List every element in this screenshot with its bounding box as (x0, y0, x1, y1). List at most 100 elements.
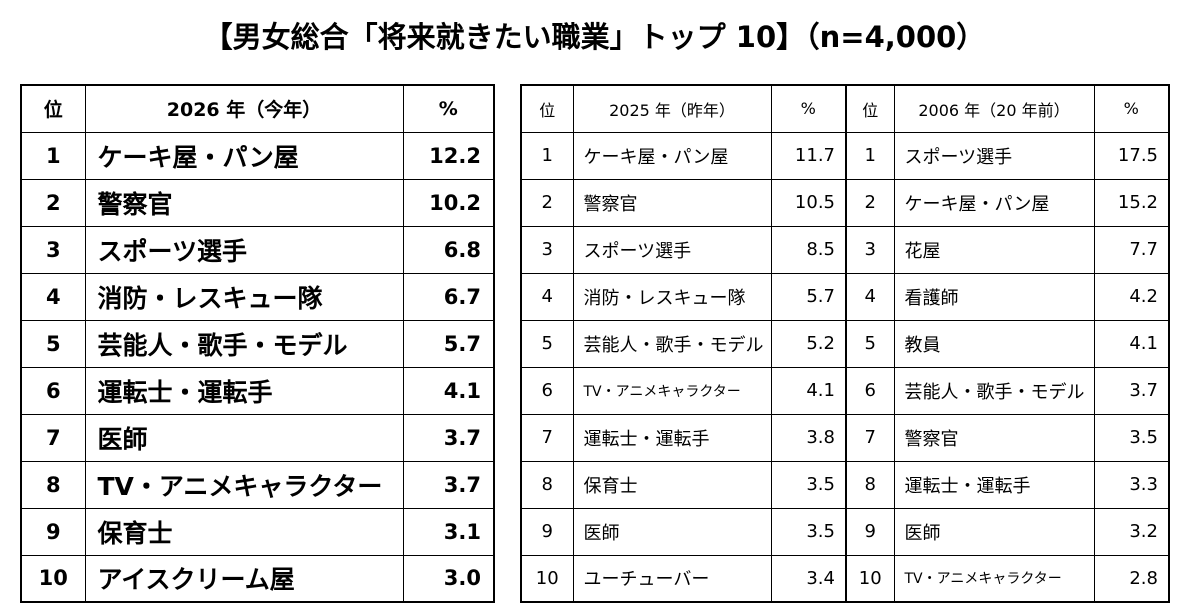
ranking-table-2026: 位 2026 年（今年） % 1 ケーキ屋・パン屋 12.2 2 警察官 10.2 3 スポー… (20, 84, 495, 603)
percent-cell-2006: 17.5 (1093, 131, 1170, 180)
table-row: 4 消防・レスキュー隊 6.7 (20, 272, 495, 321)
rank-cell-2025: 10 (520, 554, 574, 603)
rank-cell-2025: 4 (520, 272, 574, 321)
rank-cell: 6 (20, 366, 86, 415)
job-cell-2025: ユーチューバー (572, 554, 772, 603)
rank-cell-2006: 4 (845, 272, 895, 321)
table-row: 1 ケーキ屋・パン屋 12.2 (20, 131, 495, 180)
job-cell-2025: 警察官 (572, 178, 772, 227)
percent-cell: 3.0 (402, 554, 495, 603)
percent-cell: 6.8 (402, 225, 495, 274)
percent-cell-2006: 7.7 (1093, 225, 1170, 274)
table-row: 5 芸能人・歌手・モデル 5.2 5 教員 4.1 (520, 319, 1170, 368)
percent-cell: 12.2 (402, 131, 495, 180)
rank-cell: 2 (20, 178, 86, 227)
percent-cell-2006: 3.2 (1093, 507, 1170, 556)
percent-cell: 3.7 (402, 413, 495, 462)
table-row: 9 医師 3.5 9 医師 3.2 (520, 507, 1170, 556)
percent-cell: 3.7 (402, 460, 495, 509)
percent-cell-2025: 3.5 (770, 507, 847, 556)
rank-cell: 5 (20, 319, 86, 368)
table-row: 7 運転士・運転手 3.8 7 警察官 3.5 (520, 413, 1170, 462)
table-row: 8 保育士 3.5 8 運転士・運転手 3.3 (520, 460, 1170, 509)
job-cell: 警察官 (84, 178, 404, 227)
rank-cell: 7 (20, 413, 86, 462)
job-cell-2006: 警察官 (893, 413, 1095, 462)
percent-cell-2025: 3.5 (770, 460, 847, 509)
percent-cell-2025: 3.8 (770, 413, 847, 462)
table-row: 4 消防・レスキュー隊 5.7 4 看護師 4.2 (520, 272, 1170, 321)
rank-cell-2025: 2 (520, 178, 574, 227)
percent-cell-2025: 5.2 (770, 319, 847, 368)
percent-cell-2006: 15.2 (1093, 178, 1170, 227)
job-cell-2025: 運転士・運転手 (572, 413, 772, 462)
percent-cell: 5.7 (402, 319, 495, 368)
job-cell: 消防・レスキュー隊 (84, 272, 404, 321)
table-row: 8 TV・アニメキャラクター 3.7 (20, 460, 495, 509)
job-cell-2006: 教員 (893, 319, 1095, 368)
job-cell-2006: ケーキ屋・パン屋 (893, 178, 1095, 227)
ranking-table-comparison: 位 2025 年（昨年） % 位 2006 年（20 年前） % 1 ケーキ屋・パ… (520, 84, 1170, 603)
rank-cell-2006: 1 (845, 131, 895, 180)
table-row: 2 警察官 10.5 2 ケーキ屋・パン屋 15.2 (520, 178, 1170, 227)
rank-cell-2025: 8 (520, 460, 574, 509)
job-cell-2006: 花屋 (893, 225, 1095, 274)
year-header-2006: 2006 年（20 年前） (893, 84, 1095, 133)
rank-header: 位 (20, 84, 86, 133)
table-header-row: 位 2025 年（昨年） % 位 2006 年（20 年前） % (520, 84, 1170, 133)
table-row: 9 保育士 3.1 (20, 507, 495, 556)
job-cell-2006: 運転士・運転手 (893, 460, 1095, 509)
rank-cell-2006: 7 (845, 413, 895, 462)
percent-cell-2006: 3.7 (1093, 366, 1170, 415)
job-cell-2025: ケーキ屋・パン屋 (572, 131, 772, 180)
rank-cell-2025: 5 (520, 319, 574, 368)
percent-cell: 10.2 (402, 178, 495, 227)
rank-header-2025: 位 (520, 84, 574, 133)
job-cell-2006: スポーツ選手 (893, 131, 1095, 180)
rank-cell: 4 (20, 272, 86, 321)
table-row: 6 運転士・運転手 4.1 (20, 366, 495, 415)
job-cell: 保育士 (84, 507, 404, 556)
percent-cell-2025: 8.5 (770, 225, 847, 274)
rank-cell-2006: 8 (845, 460, 895, 509)
job-cell-2025: TV・アニメキャラクター (572, 366, 772, 415)
job-cell-2025: 芸能人・歌手・モデル (572, 319, 772, 368)
job-cell: スポーツ選手 (84, 225, 404, 274)
rank-cell-2006: 10 (845, 554, 895, 603)
rank-cell-2006: 2 (845, 178, 895, 227)
table-row: 6 TV・アニメキャラクター 4.1 6 芸能人・歌手・モデル 3.7 (520, 366, 1170, 415)
percent-cell-2006: 4.1 (1093, 319, 1170, 368)
job-cell-2025: 保育士 (572, 460, 772, 509)
rank-cell: 8 (20, 460, 86, 509)
percent-header-2025: % (770, 84, 847, 133)
rank-cell-2006: 9 (845, 507, 895, 556)
table-row: 10 アイスクリーム屋 3.0 (20, 554, 495, 603)
year-header-2025: 2025 年（昨年） (572, 84, 772, 133)
job-cell: ケーキ屋・パン屋 (84, 131, 404, 180)
job-cell-2025: 消防・レスキュー隊 (572, 272, 772, 321)
percent-cell-2006: 3.3 (1093, 460, 1170, 509)
table-header-row: 位 2026 年（今年） % (20, 84, 495, 133)
page-title: 【男女総合「将来就きたい職業」トップ 10】（n=4,000） (203, 20, 986, 54)
table-row: 7 医師 3.7 (20, 413, 495, 462)
rank-cell-2025: 3 (520, 225, 574, 274)
rank-cell-2025: 6 (520, 366, 574, 415)
percent-cell-2025: 3.4 (770, 554, 847, 603)
table-row: 5 芸能人・歌手・モデル 5.7 (20, 319, 495, 368)
job-cell-2006: TV・アニメキャラクター (893, 554, 1095, 603)
job-cell-2006: 医師 (893, 507, 1095, 556)
rank-cell-2006: 3 (845, 225, 895, 274)
job-cell-2025: 医師 (572, 507, 772, 556)
rank-cell-2006: 5 (845, 319, 895, 368)
job-cell-2006: 看護師 (893, 272, 1095, 321)
rank-cell: 3 (20, 225, 86, 274)
table-row: 3 スポーツ選手 8.5 3 花屋 7.7 (520, 225, 1170, 274)
job-cell-2006: 芸能人・歌手・モデル (893, 366, 1095, 415)
rank-cell-2025: 1 (520, 131, 574, 180)
job-cell-2025: スポーツ選手 (572, 225, 772, 274)
percent-header: % (402, 84, 495, 133)
percent-cell-2025: 10.5 (770, 178, 847, 227)
job-cell: 芸能人・歌手・モデル (84, 319, 404, 368)
table-row: 1 ケーキ屋・パン屋 11.7 1 スポーツ選手 17.5 (520, 131, 1170, 180)
percent-cell: 3.1 (402, 507, 495, 556)
